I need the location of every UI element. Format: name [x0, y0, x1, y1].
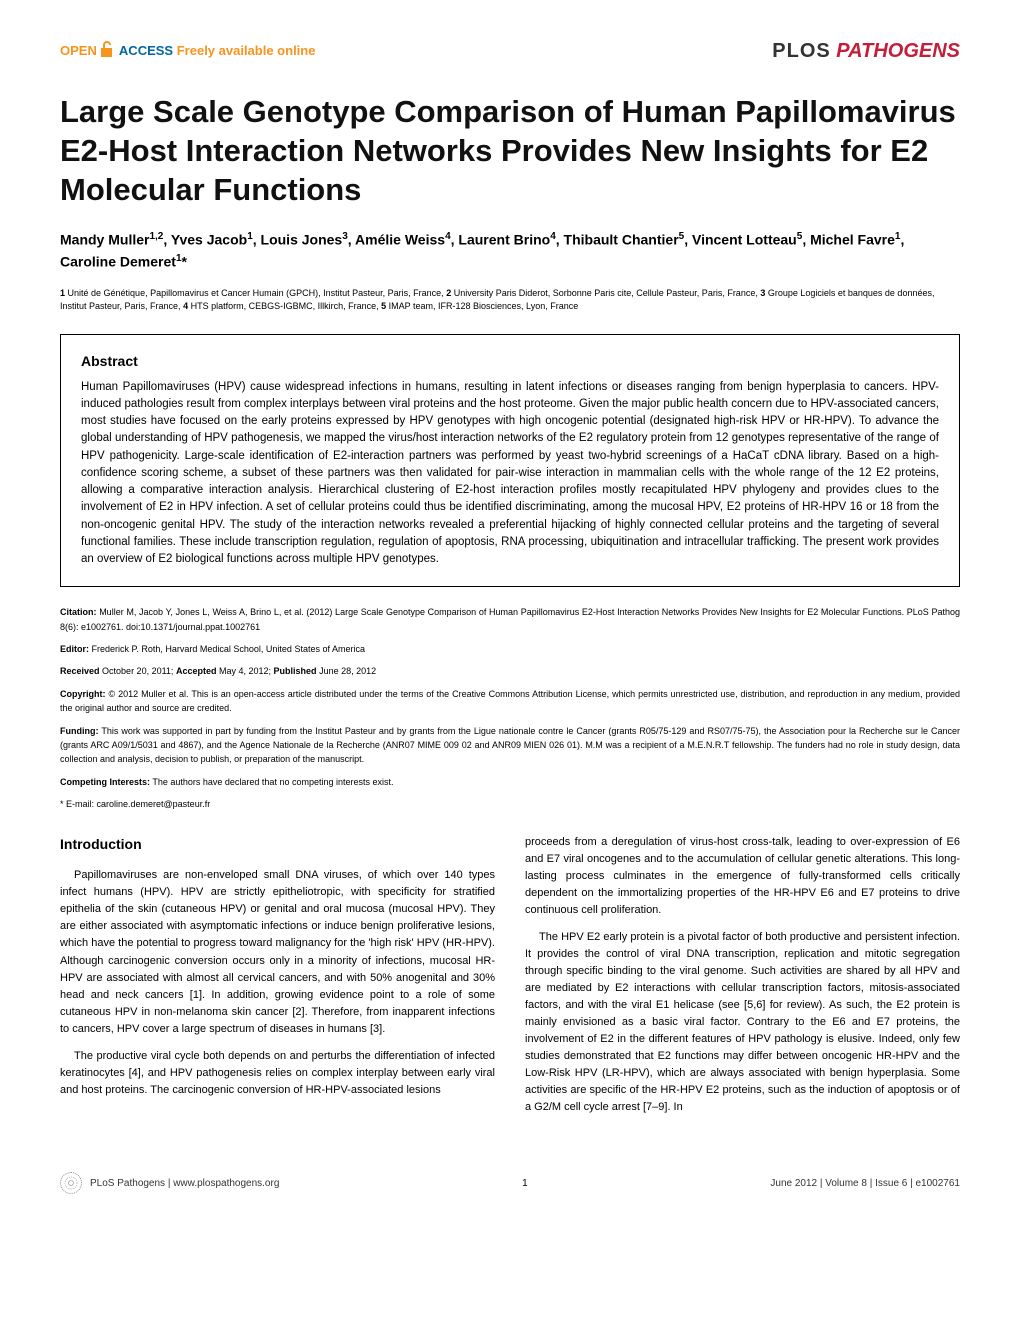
- intro-p3: proceeds from a deregulation of virus-ho…: [525, 834, 960, 919]
- citation-text: Muller M, Jacob Y, Jones L, Weiss A, Bri…: [60, 607, 960, 631]
- competing-block: Competing Interests: The authors have de…: [60, 775, 960, 789]
- email-block: * E-mail: caroline.demeret@pasteur.fr: [60, 797, 960, 811]
- footer-site: PLoS Pathogens | www.plospathogens.org: [90, 1178, 279, 1189]
- received-text: October 20, 2011;: [102, 666, 173, 676]
- abstract-heading: Abstract: [81, 353, 939, 369]
- introduction-heading: Introduction: [60, 834, 495, 856]
- footer-issue: June 2012 | Volume 8 | Issue 6 | e100276…: [770, 1178, 960, 1189]
- competing-label: Competing Interests:: [60, 777, 150, 787]
- affiliations: 1 Unité de Génétique, Papillomavirus et …: [60, 287, 960, 314]
- authors-line: Mandy Muller1,2, Yves Jacob1, Louis Jone…: [60, 229, 960, 272]
- footer-page-number: 1: [522, 1178, 528, 1189]
- lock-icon: [100, 44, 118, 61]
- page-footer: PLoS Pathogens | www.plospathogens.org 1…: [60, 1162, 960, 1194]
- body-columns: Introduction Papillomaviruses are non-en…: [60, 834, 960, 1127]
- accepted-label: Accepted: [176, 666, 217, 676]
- journal-plos: PLOS: [772, 40, 830, 62]
- column-left: Introduction Papillomaviruses are non-en…: [60, 834, 495, 1127]
- journal-logo: PLOS PATHOGENS: [772, 40, 960, 63]
- copyright-label: Copyright:: [60, 689, 106, 699]
- competing-text: The authors have declared that no compet…: [152, 777, 393, 787]
- copyright-text: © 2012 Muller et al. This is an open-acc…: [60, 689, 960, 713]
- funding-block: Funding: This work was supported in part…: [60, 724, 960, 767]
- published-label: Published: [274, 666, 317, 676]
- footer-left: PLoS Pathogens | www.plospathogens.org: [60, 1172, 279, 1194]
- top-bar: OPEN ACCESS Freely available online PLOS…: [60, 40, 960, 63]
- citation-block: Citation: Muller M, Jacob Y, Jones L, We…: [60, 605, 960, 634]
- plos-footer-icon: [60, 1172, 82, 1194]
- citation-label: Citation:: [60, 607, 97, 617]
- received-label: Received: [60, 666, 100, 676]
- dates-block: Received October 20, 2011; Accepted May …: [60, 664, 960, 678]
- abstract-text: Human Papillomaviruses (HPV) cause wides…: [81, 379, 939, 569]
- abstract-box: Abstract Human Papillomaviruses (HPV) ca…: [60, 334, 960, 588]
- open-access-badge: OPEN ACCESS Freely available online: [60, 41, 315, 62]
- copyright-block: Copyright: © 2012 Muller et al. This is …: [60, 687, 960, 716]
- intro-p1: Papillomaviruses are non-enveloped small…: [60, 867, 495, 1037]
- freely-label: Freely available online: [177, 43, 316, 58]
- article-title: Large Scale Genotype Comparison of Human…: [60, 93, 960, 209]
- corresponding-email: * E-mail: caroline.demeret@pasteur.fr: [60, 799, 210, 809]
- funding-text: This work was supported in part by fundi…: [60, 726, 960, 765]
- access-label: ACCESS: [119, 43, 173, 58]
- editor-block: Editor: Frederick P. Roth, Harvard Medic…: [60, 642, 960, 656]
- editor-text: Frederick P. Roth, Harvard Medical Schoo…: [92, 644, 365, 654]
- intro-p4: The HPV E2 early protein is a pivotal fa…: [525, 929, 960, 1117]
- editor-label: Editor:: [60, 644, 89, 654]
- funding-label: Funding:: [60, 726, 98, 736]
- published-text: June 28, 2012: [319, 666, 376, 676]
- open-label: OPEN: [60, 43, 97, 58]
- intro-p2: The productive viral cycle both depends …: [60, 1048, 495, 1099]
- accepted-text: May 4, 2012;: [219, 666, 271, 676]
- column-right: proceeds from a deregulation of virus-ho…: [525, 834, 960, 1127]
- journal-pathogens: PATHOGENS: [836, 40, 960, 62]
